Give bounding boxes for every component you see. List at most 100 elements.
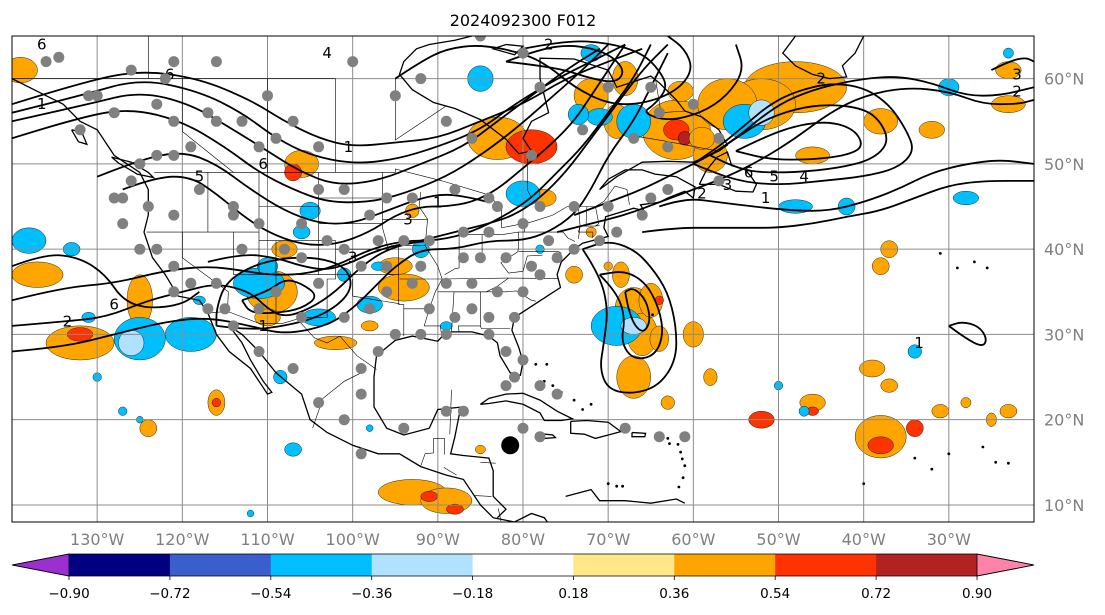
colorbar-tick-label: 0.90 bbox=[962, 586, 992, 602]
contour-line bbox=[207, 239, 430, 270]
political-border bbox=[182, 78, 234, 173]
observation-point bbox=[338, 184, 350, 195]
observation-point bbox=[313, 277, 325, 289]
observation-point bbox=[372, 235, 384, 247]
observation-point bbox=[440, 115, 452, 127]
political-border bbox=[474, 495, 492, 497]
observation-point bbox=[193, 184, 205, 195]
observation-point bbox=[168, 260, 180, 272]
contour-line bbox=[96, 152, 490, 225]
observation-point bbox=[151, 243, 163, 255]
contour-label: 1 bbox=[258, 317, 268, 335]
observation-point bbox=[338, 414, 350, 426]
longitude-label: 60°W bbox=[671, 530, 715, 549]
observation-point bbox=[287, 363, 299, 374]
observation-point bbox=[449, 311, 461, 323]
coastline bbox=[698, 151, 758, 193]
contour-label: 4 bbox=[322, 44, 332, 62]
contour-label: 3 bbox=[348, 249, 358, 267]
island-dot bbox=[913, 456, 917, 460]
contour-label: 1 bbox=[37, 95, 47, 113]
colorbar-tick-label: 0.36 bbox=[659, 586, 689, 602]
observation-point bbox=[338, 243, 350, 255]
contour-line bbox=[12, 52, 669, 353]
observation-point bbox=[636, 209, 648, 221]
observation-point bbox=[611, 226, 623, 238]
observation-point bbox=[168, 209, 180, 221]
contour-label: 6 bbox=[109, 296, 119, 314]
observation-point bbox=[91, 90, 103, 102]
contour-label: 5 bbox=[769, 168, 779, 186]
observation-point bbox=[381, 192, 393, 204]
observation-point bbox=[355, 260, 367, 272]
political-border bbox=[154, 168, 630, 229]
island-dot bbox=[683, 464, 687, 468]
anomaly-patch bbox=[880, 378, 898, 393]
observation-point bbox=[253, 218, 265, 230]
anomaly-patch bbox=[616, 355, 651, 399]
anomaly-patch bbox=[798, 405, 810, 417]
anomaly-patch bbox=[931, 404, 949, 419]
latitude-label: 50°N bbox=[1044, 155, 1084, 174]
anomaly-patch bbox=[620, 317, 647, 335]
colorbar bbox=[11, 553, 1035, 577]
political-border bbox=[500, 231, 543, 274]
contour-label: 6 bbox=[744, 163, 754, 181]
observation-point bbox=[526, 149, 537, 161]
observation-point bbox=[653, 431, 665, 443]
latitude-label: 60°N bbox=[1044, 70, 1084, 89]
island-dot bbox=[679, 450, 682, 454]
colorbar-bin bbox=[573, 554, 675, 576]
observation-point bbox=[449, 184, 461, 195]
observation-point bbox=[53, 51, 65, 63]
observation-point bbox=[662, 141, 674, 153]
colorbar-bin bbox=[371, 554, 474, 576]
anomaly-patch bbox=[118, 406, 128, 416]
observation-point bbox=[500, 252, 512, 264]
observation-point bbox=[457, 405, 469, 417]
political-border bbox=[182, 232, 229, 312]
anomaly-patch bbox=[795, 146, 830, 165]
contour-line bbox=[522, 40, 743, 121]
colorbar-bin bbox=[876, 554, 978, 576]
observation-point bbox=[74, 124, 86, 136]
anomaly-patch bbox=[12, 227, 47, 254]
observation-point bbox=[134, 158, 146, 170]
political-border bbox=[480, 462, 496, 464]
anomaly-patch bbox=[246, 509, 255, 518]
observation-point bbox=[491, 201, 503, 212]
observation-point bbox=[236, 243, 248, 255]
observation-point bbox=[210, 56, 222, 68]
observation-point bbox=[423, 235, 435, 247]
observation-point bbox=[227, 320, 239, 332]
observation-point bbox=[466, 132, 478, 144]
colorbar-upper-extend bbox=[976, 553, 1035, 577]
contour-line bbox=[735, 121, 862, 161]
observation-point bbox=[526, 260, 537, 272]
contour-line bbox=[12, 254, 200, 309]
observation-point bbox=[313, 141, 325, 153]
political-border bbox=[420, 438, 445, 466]
anomaly-patch bbox=[314, 335, 358, 350]
observation-point bbox=[296, 218, 308, 230]
observation-point bbox=[398, 422, 410, 434]
observation-point bbox=[142, 201, 154, 212]
coastline bbox=[493, 512, 549, 522]
contour-line bbox=[692, 83, 913, 186]
contour-line bbox=[709, 104, 888, 174]
observation-point bbox=[713, 175, 725, 187]
observation-point bbox=[423, 303, 435, 315]
map-frame bbox=[11, 35, 1035, 523]
anomaly-patch bbox=[420, 491, 438, 502]
anomaly-patch bbox=[867, 436, 894, 454]
contour-label: 3 bbox=[723, 176, 733, 194]
observation-point bbox=[457, 226, 469, 238]
anomaly-patch bbox=[612, 261, 630, 288]
anomaly-patch bbox=[565, 266, 583, 284]
contour-label: 2 bbox=[1012, 82, 1022, 100]
coastline bbox=[480, 392, 575, 422]
observation-point bbox=[602, 81, 614, 93]
observation-point bbox=[534, 431, 546, 443]
